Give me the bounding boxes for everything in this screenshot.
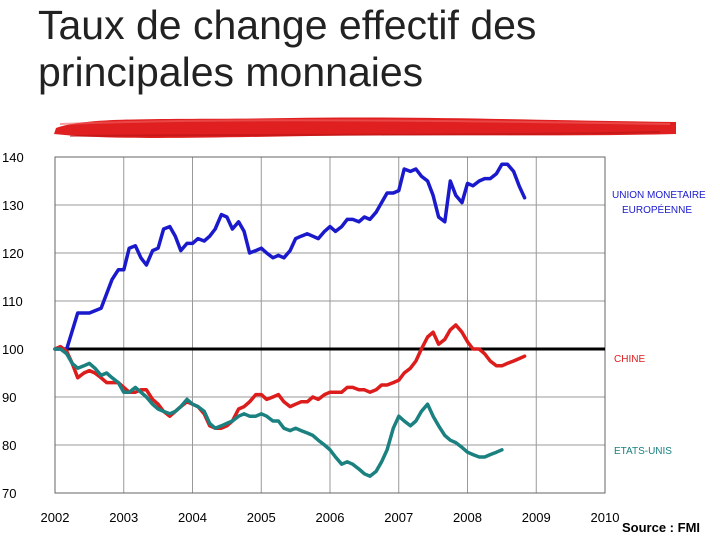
x-tick-label-2004: 2004: [178, 510, 207, 525]
x-tick-label-2007: 2007: [384, 510, 413, 525]
series-line-china: [53, 323, 527, 430]
y-tick-label-100: 100: [2, 342, 24, 357]
y-tick-label-130: 130: [2, 198, 24, 213]
x-tick-label-2006: 2006: [316, 510, 345, 525]
x-tick-label-2002: 2002: [41, 510, 70, 525]
source-note: Source : FMI: [622, 520, 700, 535]
series-label-euro-line1: UNION MONETAIRE: [612, 190, 706, 201]
x-tick-label-2003: 2003: [109, 510, 138, 525]
y-tick-label-120: 120: [2, 246, 24, 261]
series-label-euro-line2: EUROPÉENNE: [622, 203, 692, 216]
y-tick-label-80: 80: [2, 438, 16, 453]
y-tick-label-110: 110: [2, 294, 23, 309]
series-label-china: CHINE: [614, 354, 645, 365]
x-tick-label-2010: 2010: [591, 510, 620, 525]
y-tick-label-140: 140: [2, 150, 24, 165]
plot-frame: [54, 156, 606, 494]
series-line-usa: [53, 347, 504, 478]
x-tick-label-2005: 2005: [247, 510, 276, 525]
red-brush-stroke: [54, 117, 676, 138]
y-tick-label-90: 90: [2, 390, 16, 405]
page-title: Taux de change effectif des principales …: [38, 2, 537, 95]
y-tick-label-70: 70: [2, 486, 16, 501]
series-label-usa: ETATS-UNIS: [614, 446, 672, 457]
series-line-euro: [53, 162, 527, 351]
x-tick-label-2008: 2008: [453, 510, 482, 525]
x-tick-label-2009: 2009: [522, 510, 551, 525]
